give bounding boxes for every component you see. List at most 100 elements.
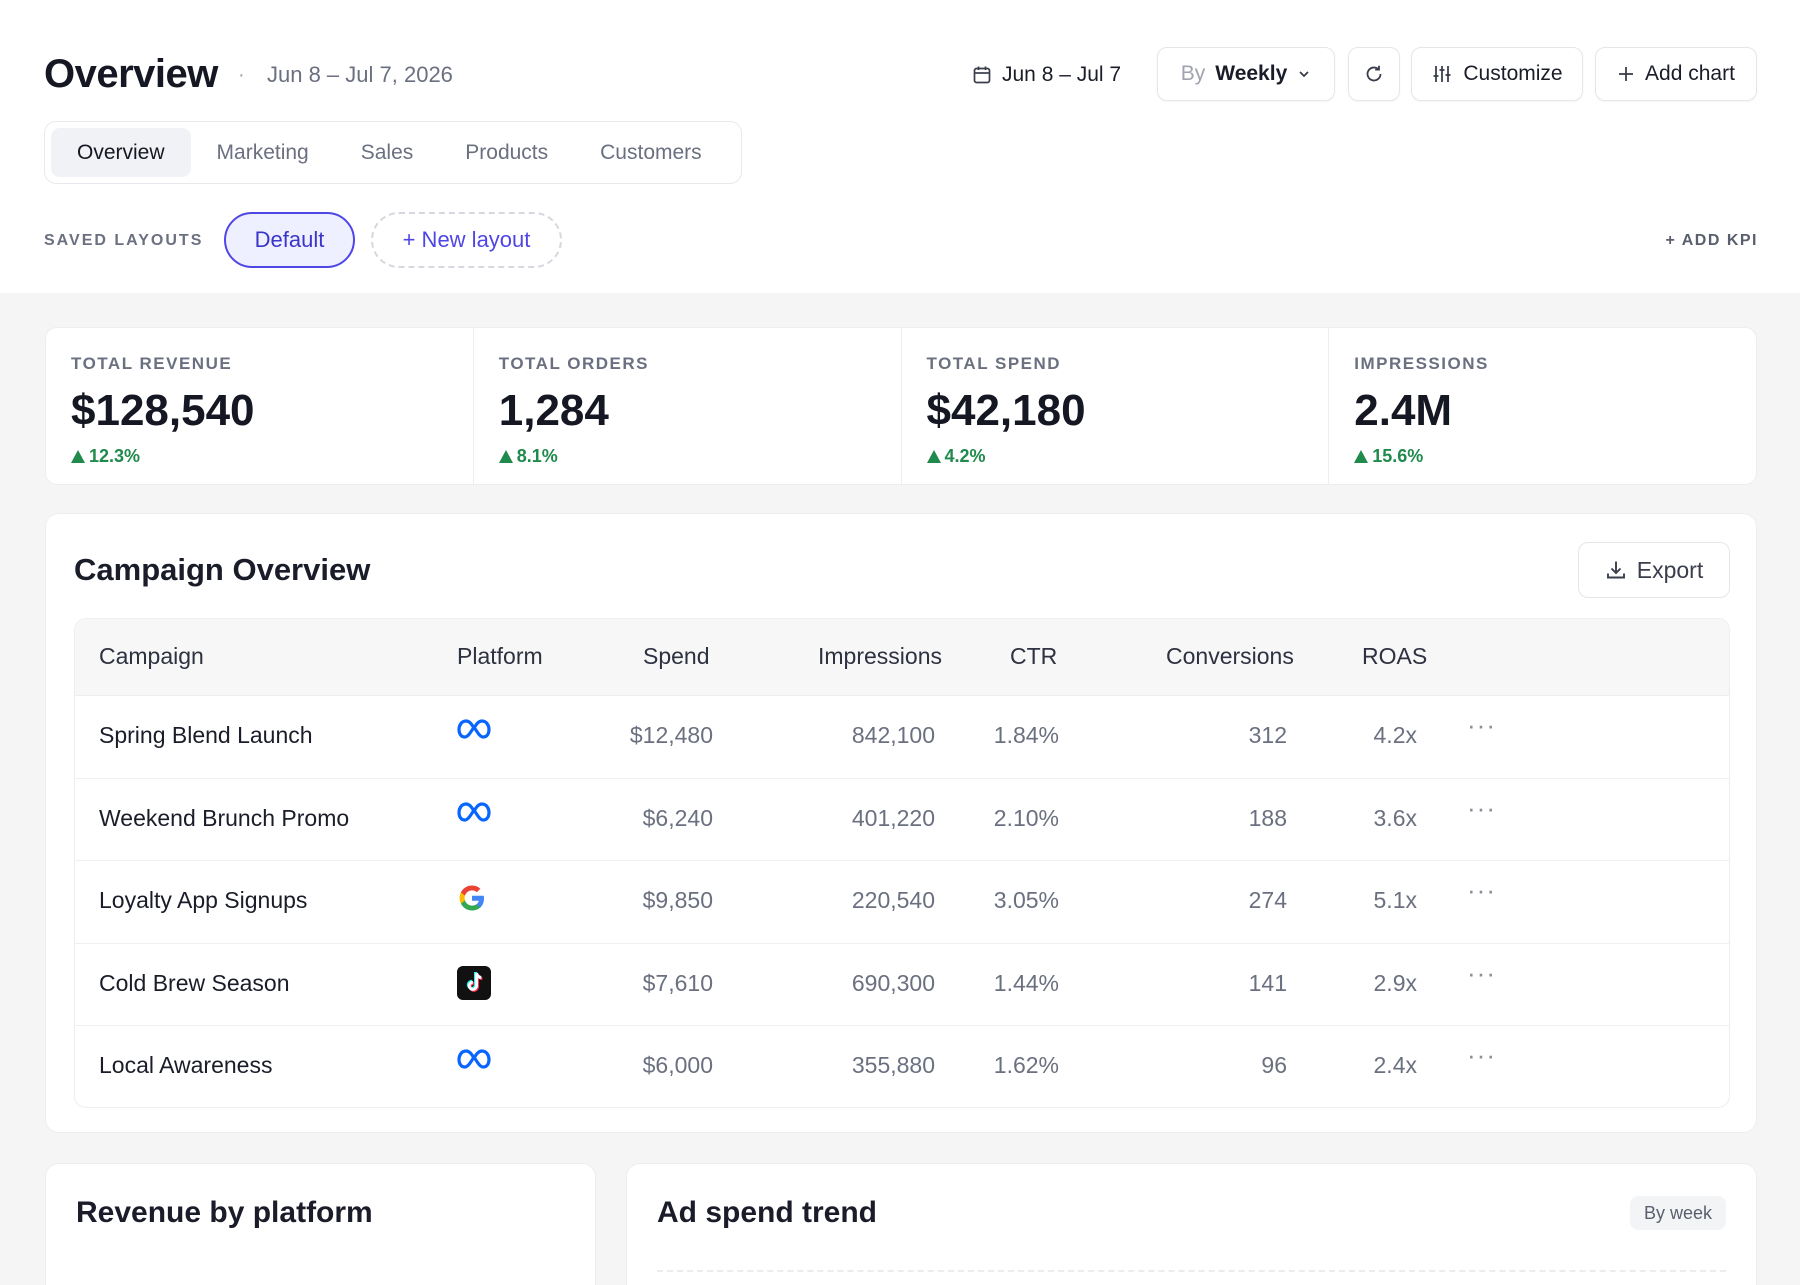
- tab-overview[interactable]: Overview: [51, 128, 191, 177]
- refresh-icon: [1363, 63, 1385, 85]
- kpi-label: TOTAL SPEND: [926, 354, 1062, 373]
- customize-button[interactable]: Customize: [1411, 47, 1583, 101]
- ad-spend-trend-title: Ad spend trend: [657, 1196, 878, 1229]
- conversions-value: 312: [1248, 722, 1287, 748]
- date-range-button-label: Jun 8 – Jul 7: [1002, 63, 1122, 86]
- spend-value: $7,610: [642, 969, 713, 996]
- add-chart-button[interactable]: Add chart: [1595, 47, 1757, 101]
- campaign-overview-title: Campaign Overview: [74, 552, 371, 587]
- tiktok-icon: [457, 965, 491, 1005]
- more-options-icon[interactable]: ···: [1467, 1040, 1496, 1070]
- impressions-value: 401,220: [851, 804, 935, 831]
- roas-value: 3.6x: [1373, 804, 1417, 831]
- title-separator: ·: [238, 64, 245, 86]
- export-button[interactable]: Export: [1578, 542, 1730, 598]
- spend-value: $9,850: [642, 887, 713, 913]
- kpi-value: 1,284: [498, 386, 609, 435]
- customize-label: Customize: [1463, 62, 1563, 85]
- column-header-spend[interactable]: Spend: [643, 643, 710, 669]
- kpi-label: TOTAL ORDERS: [498, 354, 649, 373]
- campaign-name: Cold Brew Season: [99, 969, 290, 996]
- kpi-card-total-spend[interactable]: TOTAL SPEND $42,180 4.2%: [902, 328, 1330, 484]
- page-date-range: Jun 8 – Jul 7, 2026: [267, 62, 453, 87]
- kpi-delta-value: 8.1%: [516, 446, 558, 466]
- layout-default-pill[interactable]: Default: [224, 212, 355, 268]
- calendar-icon: [972, 65, 992, 85]
- table-row[interactable]: Weekend Brunch Promo $6,240 401,220 2.10…: [75, 779, 1729, 861]
- column-header-impressions[interactable]: Impressions: [818, 643, 942, 669]
- trend-up-icon: [926, 450, 941, 463]
- more-options-icon[interactable]: ···: [1467, 792, 1496, 823]
- roas-value: 5.1x: [1373, 887, 1417, 913]
- date-range-button[interactable]: Jun 8 – Jul 7: [972, 50, 1121, 100]
- kpi-delta: 4.2%: [926, 446, 1329, 467]
- campaign-name: Local Awareness: [99, 1052, 273, 1078]
- kpi-card-impressions[interactable]: IMPRESSIONS 2.4M 15.6%: [1329, 328, 1756, 484]
- roas-value: 2.9x: [1373, 969, 1417, 996]
- kpi-delta-value: 12.3%: [89, 446, 141, 466]
- kpi-row: TOTAL REVENUE $128,540 12.3% TOTAL ORDER…: [45, 327, 1757, 485]
- trend-up-icon: [498, 450, 513, 463]
- tab-products[interactable]: Products: [465, 140, 549, 164]
- add-chart-label: Add chart: [1645, 62, 1735, 85]
- trend-up-icon: [1354, 450, 1369, 463]
- kpi-delta-value: 4.2%: [944, 446, 986, 466]
- revenue-by-platform-card: Revenue by platform: [45, 1163, 596, 1285]
- roas-value: 4.2x: [1373, 722, 1417, 748]
- impressions-value: 355,880: [851, 1052, 935, 1078]
- impressions-value: 842,100: [851, 722, 935, 748]
- column-header-campaign[interactable]: Campaign: [99, 643, 204, 669]
- sliders-icon: [1431, 63, 1453, 85]
- by-week-badge[interactable]: By week: [1629, 1196, 1726, 1230]
- spend-value: $6,240: [642, 804, 713, 831]
- new-layout-button[interactable]: + New layout: [371, 212, 562, 268]
- kpi-delta: 15.6%: [1354, 446, 1756, 467]
- ctr-value: 2.10%: [993, 804, 1059, 831]
- table-row[interactable]: Cold Brew Season $7,610 690,300 1.44% 14…: [75, 944, 1729, 1026]
- kpi-value: $42,180: [926, 386, 1086, 435]
- conversions-value: 96: [1261, 1052, 1287, 1078]
- google-icon: [457, 883, 487, 918]
- revenue-by-platform-title: Revenue by platform: [76, 1196, 373, 1229]
- download-icon: [1605, 559, 1627, 581]
- roas-value: 2.4x: [1373, 1052, 1417, 1078]
- add-kpi-button[interactable]: + ADD KPI: [1665, 232, 1758, 249]
- kpi-card-total-revenue[interactable]: TOTAL REVENUE $128,540 12.3%: [46, 328, 474, 484]
- ctr-value: 1.84%: [993, 722, 1059, 748]
- tab-marketing[interactable]: Marketing: [216, 140, 309, 164]
- column-header-roas[interactable]: ROAS: [1362, 643, 1428, 669]
- kpi-delta-value: 15.6%: [1372, 446, 1424, 466]
- spend-value: $6,000: [642, 1052, 713, 1078]
- column-header-platform[interactable]: Platform: [457, 643, 543, 669]
- impressions-value: 220,540: [851, 887, 935, 913]
- more-options-icon[interactable]: ···: [1467, 710, 1496, 740]
- kpi-label: TOTAL REVENUE: [71, 354, 233, 373]
- spend-value: $12,480: [629, 722, 713, 748]
- meta-icon: [457, 801, 491, 828]
- column-header-ctr[interactable]: CTR: [1010, 643, 1058, 669]
- campaign-table: Campaign Platform Spend Impressions CTR …: [74, 618, 1730, 1108]
- conversions-value: 274: [1248, 887, 1287, 913]
- meta-icon: [457, 1048, 491, 1075]
- conversions-value: 188: [1248, 804, 1287, 831]
- more-options-icon[interactable]: ···: [1467, 957, 1496, 988]
- export-label: Export: [1636, 556, 1704, 583]
- kpi-card-total-orders[interactable]: TOTAL ORDERS 1,284 8.1%: [474, 328, 902, 484]
- more-options-icon[interactable]: ···: [1467, 875, 1496, 905]
- header-area: Overview · Jun 8 – Jul 7, 2026 Jun 8 – J…: [0, 0, 1800, 293]
- campaign-name: Spring Blend Launch: [99, 722, 313, 748]
- tab-sales[interactable]: Sales: [360, 140, 414, 164]
- table-row[interactable]: Local Awareness $6,000 355,880 1.62% 96 …: [75, 1026, 1729, 1107]
- column-header-conversions[interactable]: Conversions: [1166, 643, 1294, 669]
- table-row[interactable]: Loyalty App Signups $9,850 220,540 3.05%…: [75, 861, 1729, 944]
- kpi-value: 2.4M: [1354, 386, 1453, 435]
- conversions-value: 141: [1248, 969, 1287, 996]
- ctr-value: 3.05%: [993, 887, 1059, 913]
- campaign-overview-card: Campaign Overview Export Campaign Platfo…: [45, 513, 1757, 1133]
- granularity-dropdown[interactable]: By Weekly: [1157, 47, 1335, 101]
- table-row[interactable]: Spring Blend Launch $12,480 842,100 1.84…: [75, 696, 1729, 779]
- refresh-button[interactable]: [1348, 47, 1400, 101]
- kpi-label: IMPRESSIONS: [1354, 354, 1489, 373]
- tab-customers[interactable]: Customers: [600, 140, 702, 164]
- chart-gridline: [657, 1270, 1726, 1272]
